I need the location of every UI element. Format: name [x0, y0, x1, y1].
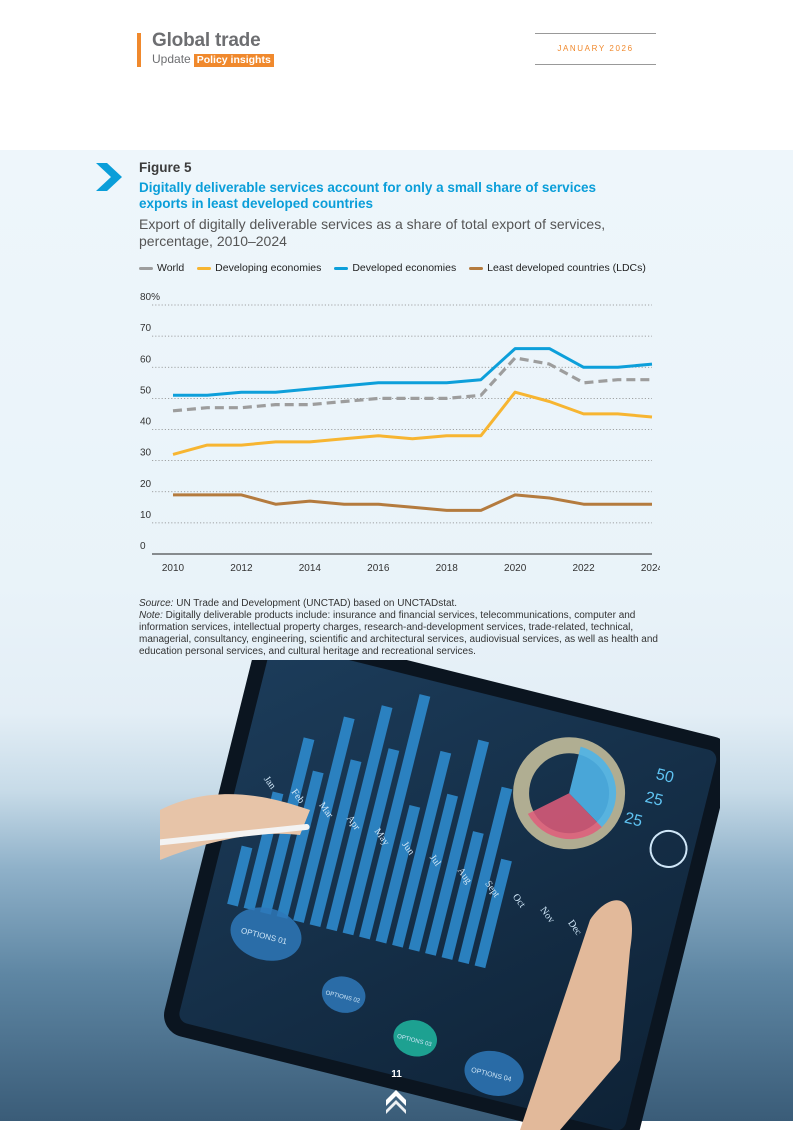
figure-subtitle: Export of digitally deliverable services…	[139, 216, 606, 249]
y-tick-label: 0	[140, 541, 146, 552]
page-number: 11	[391, 1069, 402, 1080]
y-tick-label: 40	[140, 417, 152, 428]
donut-chart	[513, 737, 626, 850]
brand-sub-label: Update	[152, 52, 191, 66]
brand-accent-bar	[137, 33, 141, 67]
stylus	[160, 823, 310, 847]
page-header: Global trade Update Policy insights JANUA…	[0, 0, 793, 150]
tablet-bar	[392, 750, 452, 948]
tablet-bar	[342, 748, 400, 936]
tablet-number-1: 25	[643, 789, 664, 810]
options-pie-2	[321, 976, 366, 1013]
chart-legend: World Developing economies Developed eco…	[139, 262, 656, 276]
definition-note: Note: Digitally deliverable products inc…	[139, 610, 659, 658]
x-tick-label: 2012	[230, 563, 253, 574]
series-line-0	[172, 356, 652, 413]
legend-swatch-developing	[197, 266, 212, 270]
tablet-bar	[309, 759, 362, 928]
y-tick-label: 80%	[140, 292, 160, 303]
left-hand	[160, 794, 310, 860]
legend-item-ldc: Least developed countries (LDCs)	[469, 262, 646, 274]
brand-tag: Policy insights	[193, 54, 274, 67]
series-line-1	[172, 390, 653, 456]
date-box: JANUARY 2026	[535, 33, 656, 65]
chevron-right-icon	[96, 163, 122, 191]
legend-swatch-ldc	[469, 266, 484, 270]
y-tick-label: 50	[140, 385, 152, 396]
brand-subtitle: Update Policy insights	[152, 52, 274, 67]
x-tick-label: 2020	[504, 563, 527, 574]
figure-title: Digitally deliverable services account f…	[139, 180, 596, 211]
tablet-bar	[474, 858, 512, 969]
y-tick-label: 10	[140, 510, 152, 521]
legend-item-developing: Developing economies	[197, 262, 321, 274]
legend-swatch-world	[139, 266, 153, 270]
source-text: UN Trade and Development (UNCTAD) based …	[173, 598, 458, 609]
tablet-bar	[276, 770, 324, 919]
tablet-bar	[441, 831, 484, 960]
tablet-bar	[293, 716, 355, 923]
legend-swatch-developed	[334, 266, 349, 270]
x-tick-label: 2010	[162, 563, 185, 574]
tablet-bar	[375, 804, 421, 944]
tablet-bar	[359, 694, 431, 940]
tablet-bar	[425, 739, 490, 956]
brand-title: Global trade	[152, 30, 261, 51]
legend-label-world: World	[157, 262, 185, 274]
x-tick-label: 2024	[641, 563, 660, 574]
tablet-bar	[326, 705, 393, 932]
y-tick-label: 70	[140, 323, 152, 334]
options-pie-4	[464, 1050, 524, 1096]
y-tick-label: 20	[140, 479, 152, 490]
figure-notes: Source: UN Trade and Development (UNCTAD…	[139, 598, 659, 658]
figure-label: Figure 5	[139, 160, 192, 175]
right-hand	[520, 900, 632, 1130]
note-label: Note:	[139, 610, 163, 621]
tablet-number-2: 25	[623, 810, 644, 831]
issue-date: JANUARY 2026	[557, 44, 634, 53]
source-note: Source: UN Trade and Development (UNCTAD…	[139, 598, 659, 610]
legend-item-world: World	[139, 262, 184, 274]
legend-label-ldc: Least developed countries (LDCs)	[487, 262, 646, 274]
tablet-bar	[227, 845, 253, 907]
legend-item-developed: Developed economies	[334, 262, 456, 274]
options-pie-3	[393, 1020, 438, 1057]
series-line-3	[173, 493, 652, 512]
back-to-top-icon[interactable]	[384, 1088, 408, 1114]
x-tick-label: 2018	[436, 563, 459, 574]
y-tick-label: 60	[140, 354, 152, 365]
y-tick-label: 30	[140, 448, 152, 459]
legend-label-developed: Developed economies	[352, 262, 457, 274]
source-label: Source:	[139, 598, 174, 609]
tablet-bar	[458, 786, 513, 965]
series-line-2	[173, 347, 653, 397]
tablet-bar	[408, 793, 458, 952]
line-chart: 0 10 20 30 40 50 60 70 80% 2010 2012 2014 2016 2018 20…	[140, 292, 660, 574]
x-tick-label: 2016	[367, 563, 390, 574]
x-tick-label: 2022	[572, 563, 595, 574]
options-pie-1	[230, 907, 302, 961]
x-tick-label: 2014	[299, 563, 322, 574]
tablet-number-0: 50	[654, 766, 675, 787]
note-text: Digitally deliverable products include: …	[139, 610, 658, 657]
legend-label-developing: Developing economies	[215, 262, 322, 274]
